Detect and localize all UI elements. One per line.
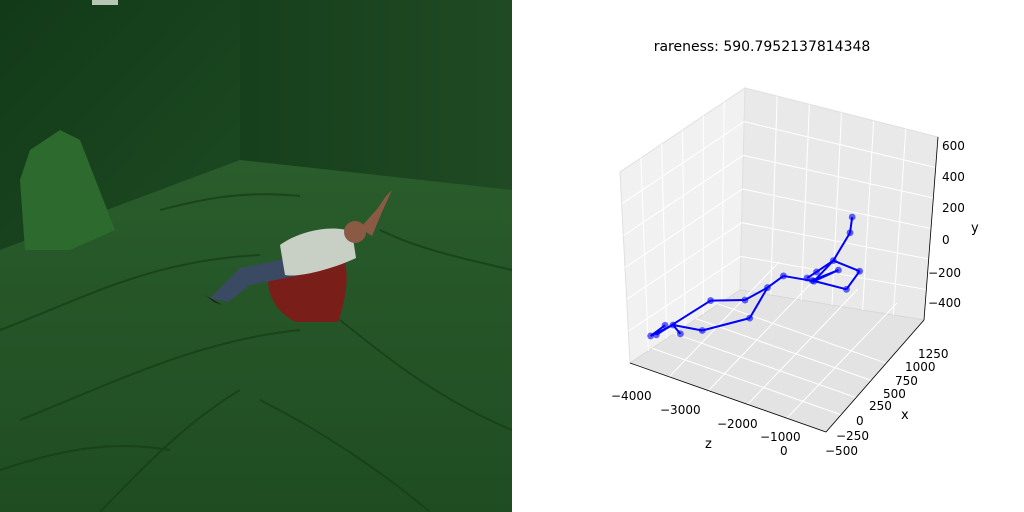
- skeleton-joint: [661, 321, 669, 329]
- right-wall: [240, 0, 512, 190]
- skeleton-joint: [764, 284, 771, 291]
- z-tick-label: −4000: [611, 389, 652, 403]
- skeleton-bone: [811, 269, 839, 282]
- x-tick-label: 0: [856, 414, 864, 428]
- skeleton-3d-chart: rareness: 590.7952137814348 −4000−3000−2…: [611, 39, 979, 458]
- y-tick-label: 400: [942, 170, 965, 184]
- skeleton-joint: [808, 277, 816, 284]
- z-axis-line: [629, 362, 827, 433]
- x-tick-label: 500: [883, 387, 906, 401]
- skeleton-joint: [707, 297, 715, 304]
- grid-line: [668, 261, 780, 378]
- skeleton-joint: [780, 272, 787, 280]
- skeleton-joint: [652, 331, 660, 339]
- skeleton-bone: [811, 279, 847, 291]
- skeleton-joint: [746, 314, 754, 322]
- skeleton-joint: [848, 213, 856, 221]
- covered-object: [20, 130, 115, 250]
- z-tick-label: −2000: [717, 417, 758, 431]
- skeleton-bone: [845, 270, 861, 290]
- y-tick-label: 600: [942, 139, 965, 153]
- y-axis-label: y: [971, 221, 979, 236]
- x-tick-label: 750: [895, 374, 918, 388]
- skeleton-joint: [856, 267, 864, 275]
- skeleton-joint: [647, 332, 655, 340]
- skeleton-joint: [835, 266, 842, 274]
- x-tick-label: 1250: [918, 347, 949, 361]
- skeleton-bone: [744, 286, 769, 301]
- x-tick-label: −500: [825, 444, 858, 458]
- z-axis-label: z: [705, 437, 712, 452]
- z-tick-label: −3000: [660, 403, 701, 417]
- skeleton-joint: [843, 285, 850, 293]
- grid-lines: [621, 96, 936, 419]
- grid-line: [786, 302, 898, 419]
- skeleton-bone: [672, 324, 703, 332]
- person: [205, 190, 392, 305]
- y-tick-label: −200: [928, 266, 961, 280]
- x-tick-label: 1000: [905, 360, 936, 374]
- x-tick-label: 250: [869, 399, 892, 413]
- z-tick-label: −1000: [760, 430, 801, 444]
- grid-line: [721, 101, 725, 303]
- grid-line: [695, 318, 893, 389]
- ceiling-fixture: [92, 0, 118, 5]
- skeleton-joint: [803, 274, 811, 282]
- x-tick-label: −250: [836, 429, 869, 443]
- fabric-folds: [0, 193, 512, 512]
- y-tick-label: −400: [928, 296, 961, 310]
- grid-line: [747, 289, 858, 405]
- grid-line: [708, 275, 819, 391]
- skeleton-joint: [676, 330, 684, 338]
- skeleton-joint: [846, 229, 854, 237]
- skeleton: [647, 213, 864, 340]
- grid-line: [651, 347, 849, 418]
- y-tick-label: 0: [942, 233, 950, 247]
- skeleton-bone: [832, 232, 851, 262]
- skeleton-bone: [748, 287, 769, 319]
- skeleton-bone: [710, 299, 745, 302]
- chart-title: rareness: 590.7952137814348: [654, 39, 871, 55]
- y-tick-label: 200: [942, 201, 965, 215]
- z-tick-label: 0: [780, 444, 788, 458]
- x-axis-line: [825, 319, 925, 433]
- skeleton-joint: [741, 296, 749, 304]
- y-axis-line: [923, 136, 939, 321]
- x-axis-label: x: [901, 408, 909, 423]
- skeleton-bone: [832, 259, 860, 273]
- grid-line: [673, 332, 871, 403]
- grid-line: [892, 128, 907, 316]
- scene-photo: [0, 0, 512, 512]
- skeleton-bone: [702, 317, 750, 332]
- skeleton-joint: [698, 327, 706, 334]
- skeleton-joint: [829, 257, 837, 264]
- skeleton-joint: [669, 321, 677, 329]
- skeleton-joint: [813, 268, 820, 276]
